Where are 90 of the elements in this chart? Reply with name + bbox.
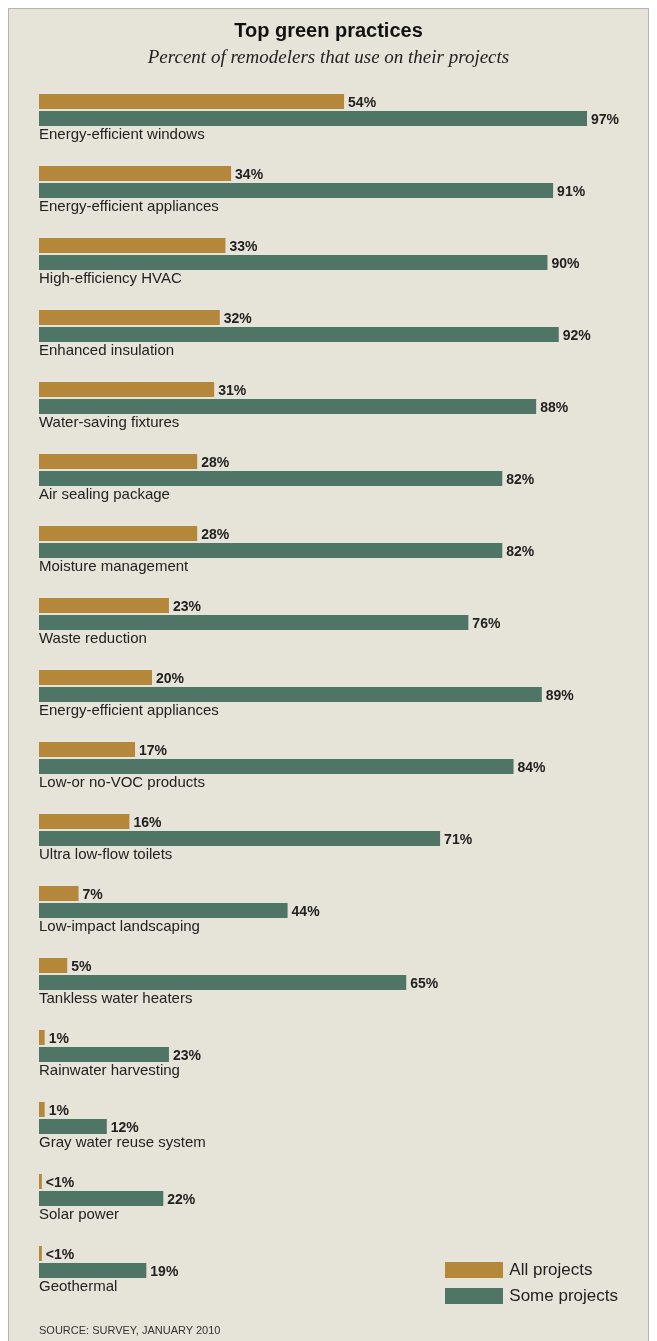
y-tick-label: Enhanced insulation: [39, 341, 175, 358]
data-label: 90%: [551, 254, 581, 271]
data-label: 17%: [139, 741, 168, 758]
y-tick-label: Low-or no-VOC products: [39, 773, 205, 790]
data-label: 89%: [545, 686, 575, 703]
bar: [39, 687, 542, 702]
bar: [39, 111, 587, 126]
data-label: 23%: [172, 597, 202, 614]
data-label: 91%: [557, 182, 586, 199]
data-label: 76%: [472, 614, 501, 631]
data-label: <1%: [45, 1245, 75, 1262]
chart-title: Top green practices: [233, 19, 424, 42]
data-label: <1%: [45, 1173, 75, 1190]
y-tick-label: Ultra low-flow toilets: [39, 845, 173, 862]
data-label: 44%: [291, 902, 321, 919]
bar: [39, 958, 68, 973]
bar: [39, 903, 288, 918]
bar: [39, 886, 79, 901]
data-label: 32%: [223, 309, 253, 326]
bar: [39, 255, 548, 270]
bar: [39, 543, 503, 558]
data-label: 34%: [235, 165, 264, 182]
bar: [39, 615, 469, 630]
legend-label: All projects: [509, 1260, 593, 1280]
y-tick-label: Waste reduction: [39, 629, 147, 646]
bar: [39, 327, 559, 342]
data-label: 33%: [229, 237, 259, 254]
data-label: 19%: [150, 1262, 179, 1279]
bar: [39, 471, 503, 486]
bar: [39, 1047, 169, 1062]
bar: [39, 975, 407, 990]
bar: [39, 310, 220, 325]
y-tick-label: Solar power: [39, 1205, 120, 1222]
bar: [39, 598, 169, 613]
y-tick-label: High-efficiency HVAC: [39, 269, 182, 286]
bar: [39, 183, 554, 198]
bar: [39, 1030, 45, 1045]
bar: [39, 670, 152, 685]
y-tick-label: Energy-efficient windows: [39, 125, 205, 142]
bar: [39, 1246, 42, 1261]
y-tick-label: Energy-efficient appliances: [39, 701, 219, 718]
bar: [39, 166, 232, 181]
data-label: 12%: [110, 1118, 140, 1135]
chart-subtitle: Percent of remodelers that use on their projects: [146, 46, 511, 68]
bar: [39, 814, 130, 829]
data-label: 88%: [540, 398, 569, 415]
data-label: 28%: [201, 453, 230, 470]
data-label: 82%: [506, 542, 535, 559]
bar: [39, 526, 198, 541]
bar: [39, 1263, 147, 1278]
bar: [39, 759, 514, 774]
bar: [39, 742, 136, 757]
source-note: SOURCE: SURVEY, JANUARY 2010: [39, 1324, 222, 1336]
data-label: 54%: [348, 93, 377, 110]
bar: [39, 1191, 164, 1206]
data-label: 5%: [71, 957, 93, 974]
y-tick-label: Energy-efficient appliances: [39, 197, 219, 214]
y-tick-label: Water-saving fixtures: [39, 413, 180, 430]
y-tick-label: Gray water reuse system: [39, 1133, 206, 1150]
bar: [39, 1102, 45, 1117]
data-label: 16%: [133, 813, 162, 830]
bar: [39, 94, 345, 109]
legend-label: Some projects: [509, 1286, 618, 1306]
y-tick-label: Low-impact landscaping: [39, 917, 200, 934]
bar: [39, 382, 215, 397]
data-label: 1%: [48, 1101, 70, 1118]
data-label: 82%: [506, 470, 535, 487]
data-label: 71%: [444, 830, 473, 847]
bar: [39, 399, 537, 414]
bar: [39, 1174, 42, 1189]
bar: [39, 1119, 107, 1134]
y-tick-label: Tankless water heaters: [39, 989, 193, 1006]
data-label: 92%: [562, 326, 592, 343]
y-tick-label: Rainwater harvesting: [39, 1061, 180, 1078]
data-label: 84%: [517, 758, 547, 775]
data-label: 28%: [201, 525, 230, 542]
data-label: 23%: [172, 1046, 202, 1063]
y-tick-label: Geothermal: [39, 1277, 118, 1294]
bar: [39, 454, 198, 469]
y-tick-label: Air sealing package: [39, 485, 170, 502]
data-label: 22%: [167, 1190, 196, 1207]
data-label: 31%: [218, 381, 247, 398]
bar: [39, 238, 226, 253]
data-label: 97%: [591, 110, 620, 127]
data-label: 20%: [155, 669, 185, 686]
data-label: 1%: [48, 1029, 70, 1046]
bar: [39, 831, 441, 846]
y-tick-label: Moisture management: [39, 557, 190, 574]
data-label: 7%: [82, 885, 104, 902]
data-label: 65%: [410, 974, 439, 991]
